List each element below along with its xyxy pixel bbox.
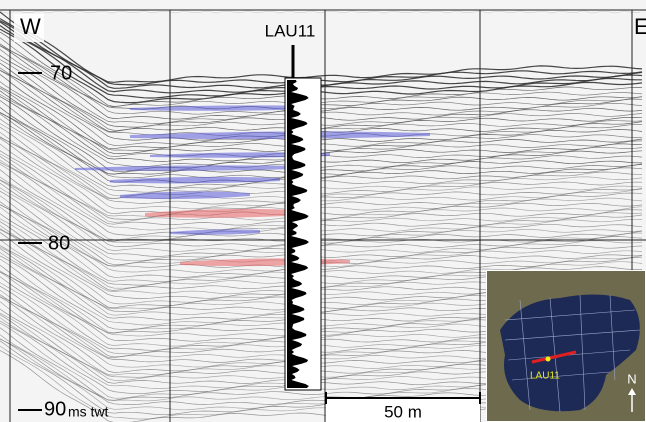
- depth-unit: ms twt: [68, 404, 109, 420]
- depth-label: 90: [44, 398, 66, 420]
- core-log: [284, 45, 322, 391]
- east-label: E: [634, 14, 646, 39]
- scale-label: 50 m: [384, 402, 422, 421]
- reflector-highlight: [75, 165, 300, 171]
- reflector: [0, 11, 643, 83]
- inset-core-label: LAU11: [530, 371, 560, 382]
- core-site: [545, 356, 551, 362]
- reflector-highlight: [170, 229, 260, 235]
- core-label: LAU11: [265, 21, 316, 40]
- depth-label: 80: [48, 232, 70, 254]
- reflector-highlight: [145, 208, 320, 218]
- scale-bg: [326, 398, 480, 422]
- north-label: N: [627, 371, 636, 386]
- inset-map: LAU11 N: [486, 270, 646, 422]
- reflector-highlight: [130, 105, 320, 111]
- reflector-highlight: [130, 131, 430, 140]
- noise-line: [0, 10, 641, 14]
- core-log-trace: [287, 80, 309, 388]
- depth-label: 70: [50, 62, 72, 84]
- label-bg: [14, 14, 44, 42]
- west-label: W: [20, 14, 41, 39]
- reflector-highlight: [120, 191, 250, 200]
- reflector-highlight: [110, 176, 280, 184]
- north-arrowhead: [628, 388, 636, 395]
- profile-line: [531, 350, 577, 364]
